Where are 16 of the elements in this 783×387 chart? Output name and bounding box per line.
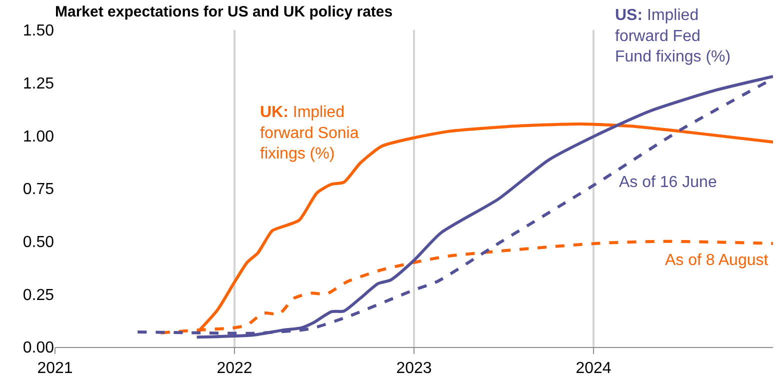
series-label: UK: Implied forward Sonia fixings (%) bbox=[260, 104, 359, 163]
y-tick-label: 0.00 bbox=[22, 340, 54, 357]
y-tick-label: 1.25 bbox=[22, 75, 54, 92]
x-tick-label: 2021 bbox=[37, 360, 73, 378]
y-tick-label: 0.50 bbox=[22, 234, 54, 251]
x-tick-label: 2024 bbox=[576, 360, 612, 378]
y-tick-label: 0.25 bbox=[22, 286, 54, 304]
x-tick-label: 2022 bbox=[216, 360, 252, 378]
x-tick-label: 2023 bbox=[396, 360, 432, 378]
y-tick-label: 1.50 bbox=[22, 22, 54, 40]
chart-title: Market expectations for US and UK policy rates bbox=[55, 3, 393, 20]
y-tick-label: 0.75 bbox=[22, 181, 54, 198]
y-tick-label: 1.00 bbox=[22, 128, 54, 146]
series-label: US: Implied forward Fed Fund fixings (%) bbox=[615, 7, 731, 66]
series-label: As of 16 June bbox=[619, 174, 717, 191]
series-label: As of 8 August bbox=[665, 252, 769, 269]
